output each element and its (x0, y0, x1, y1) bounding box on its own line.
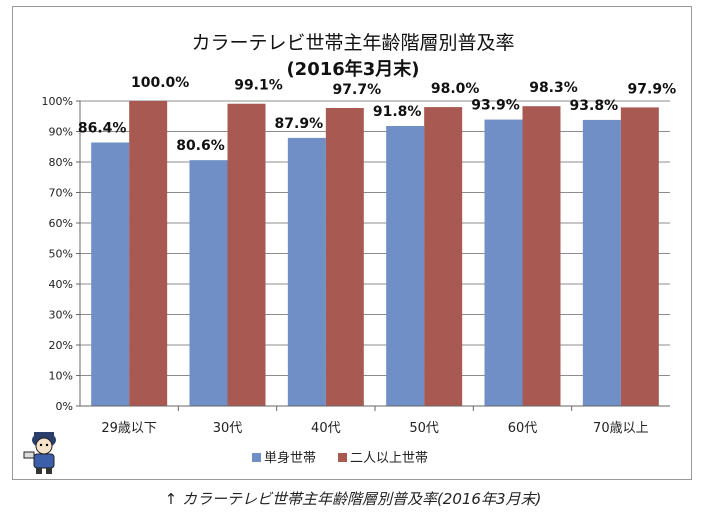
bar-single (582, 119, 621, 406)
y-tick-label: 50% (49, 248, 73, 261)
data-label: 91.8% (373, 104, 422, 120)
data-label: 80.6% (176, 138, 225, 154)
bars (91, 101, 659, 407)
bar-single (287, 137, 326, 406)
bar-single (386, 126, 425, 406)
y-tick-label: 20% (49, 339, 73, 352)
x-category-label: 29歳以下 (101, 421, 157, 436)
data-label: 93.9% (471, 98, 520, 114)
y-tick-label: 100% (42, 95, 73, 108)
x-category-label: 30代 (213, 421, 243, 436)
y-tick-label: 30% (49, 309, 73, 322)
y-tick-label: 70% (49, 187, 73, 200)
chart-frame: カラーテレビ世帯主年齢階層別普及率 (2016年3月末) 0% 10% 20% 30%… (12, 6, 692, 480)
data-label: 98.0% (431, 81, 480, 97)
reporter-mascot-icon (23, 432, 56, 474)
data-label: 97.9% (628, 81, 677, 97)
data-label: 99.1% (234, 78, 283, 94)
bar-multi (325, 108, 364, 406)
data-label: 87.9% (275, 116, 324, 132)
bar-single (484, 119, 523, 406)
x-category-label: 50代 (409, 421, 439, 436)
y-tick-label: 90% (49, 126, 73, 139)
bar-multi (424, 107, 463, 406)
x-category-label: 40代 (311, 421, 341, 436)
y-axis-ticks: 0% 10% 20% 30% 40% 50% 60% 70% 80% 90% 100% (42, 95, 80, 413)
bar-single (91, 142, 130, 407)
legend-label: 単身世帯 (264, 450, 316, 466)
data-label: 98.3% (529, 80, 578, 96)
y-tick-label: 80% (49, 156, 73, 169)
y-tick-label: 0% (56, 400, 73, 413)
data-label: 100.0% (131, 75, 189, 91)
legend-swatch (338, 453, 347, 462)
bar-multi (620, 107, 659, 406)
y-tick-label: 40% (49, 278, 73, 291)
figure-caption: ↑ カラーテレビ世帯主年齢階層別普及率(2016年3月末) (164, 490, 542, 508)
gridlines (80, 100, 670, 376)
chart-title: カラーテレビ世帯主年齢階層別普及率 (191, 32, 514, 54)
chart-subtitle: (2016年3月末) (286, 58, 419, 80)
y-tick-label: 60% (49, 217, 73, 230)
bar-multi (129, 101, 168, 406)
legend: 単身世帯 二人以上世帯 (252, 450, 428, 466)
legend-label: 二人以上世帯 (350, 451, 428, 466)
y-tick-label: 10% (49, 370, 73, 383)
x-category-label: 70歳以上 (593, 421, 649, 436)
data-labels: 86.4% 100.0% 80.6% 99.1% 87.9% 97.7% 91.8% 98.0… (78, 75, 676, 154)
bar-multi (522, 106, 561, 406)
bar-multi (227, 103, 266, 407)
x-axis-categories: 29歳以下 30代 40代 50代 60代 70歳以上 (101, 406, 649, 436)
legend-swatch (252, 453, 261, 462)
bar-chart: カラーテレビ世帯主年齢階層別普及率 (2016年3月末) 0% 10% 20% 30%… (42, 32, 677, 466)
data-label: 86.4% (78, 120, 127, 136)
bar-single (189, 160, 228, 406)
data-label: 93.8% (570, 98, 619, 114)
x-category-label: 60代 (508, 421, 538, 436)
data-label: 97.7% (333, 82, 382, 98)
